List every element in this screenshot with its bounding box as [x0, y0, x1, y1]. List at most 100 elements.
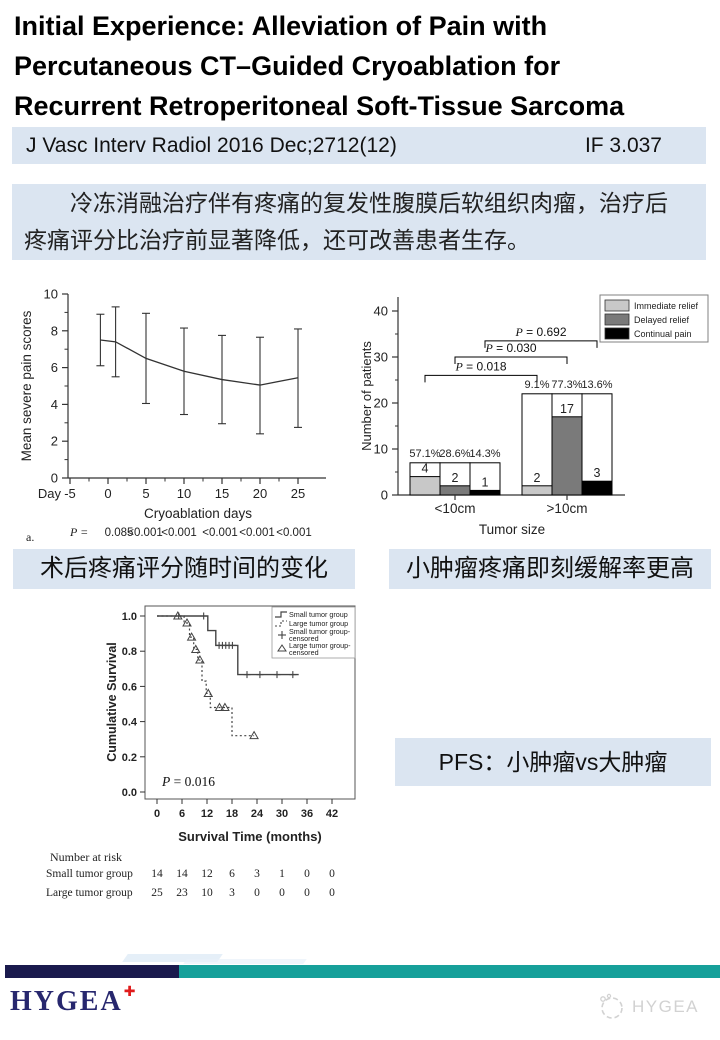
survival-km-chart: 0.00.20.40.60.81.00 6 12 18 24 30 36 42Cumulati…	[30, 596, 385, 911]
svg-text:0: 0	[329, 868, 335, 880]
title-line-2: Percutaneous CT–Guided Cryoablation for	[14, 51, 561, 81]
svg-text:<0.001: <0.001	[276, 527, 312, 539]
svg-text:Day: Day	[38, 486, 62, 501]
svg-text:0: 0	[381, 488, 388, 503]
journal-reference-bar: J Vasc Interv Radiol 2016 Dec;2712(12) I…	[12, 127, 706, 164]
abstract-line-1: 冷冻消融治疗伴有疼痛的复发性腹膜后软组织肉瘤，治疗后	[24, 190, 668, 216]
svg-text:Cryoablation days: Cryoablation days	[144, 506, 252, 521]
svg-text:0: 0	[104, 486, 111, 501]
svg-text:0: 0	[329, 887, 335, 899]
impact-factor: IF 3.037	[584, 133, 662, 157]
svg-text:30: 30	[276, 808, 288, 820]
svg-text:a.: a.	[26, 530, 34, 544]
svg-text:P = 0.018: P = 0.018	[454, 359, 506, 373]
svg-text:Large tumor group: Large tumor group	[46, 887, 133, 899]
svg-text:Cumulative Survival: Cumulative Survival	[105, 642, 119, 762]
hygea-logo-text: HYGEA	[10, 986, 123, 1017]
svg-text:14.3%: 14.3%	[469, 448, 500, 460]
svg-text:15: 15	[215, 486, 229, 501]
svg-text:9.1%: 9.1%	[524, 379, 549, 391]
svg-text:0.085: 0.085	[105, 527, 134, 539]
svg-text:Small tumor group: Small tumor group	[289, 610, 348, 619]
footer-teal-bar	[179, 965, 720, 978]
svg-text:28.6%: 28.6%	[439, 448, 470, 460]
svg-text:<0.001: <0.001	[161, 527, 197, 539]
svg-text:36: 36	[301, 808, 313, 820]
svg-text:4: 4	[422, 462, 429, 476]
svg-text:17: 17	[560, 402, 574, 416]
svg-text:P = 0.030: P = 0.030	[484, 341, 536, 355]
svg-text:4: 4	[51, 397, 58, 412]
svg-text:12: 12	[201, 808, 213, 820]
journal-citation: J Vasc Interv Radiol 2016 Dec;2712(12)	[26, 133, 397, 157]
caption-left: 术后疼痛评分随时间的变化	[13, 549, 355, 589]
svg-text:2: 2	[452, 471, 459, 485]
red-cross-icon: ✚	[123, 984, 136, 1000]
svg-text:23: 23	[176, 887, 188, 899]
svg-text:>10cm: >10cm	[547, 501, 588, 516]
watermark-logo-icon	[600, 993, 623, 1019]
svg-text:<0.001: <0.001	[202, 527, 238, 539]
svg-text:6: 6	[51, 360, 58, 375]
svg-text:<0.001: <0.001	[239, 527, 275, 539]
svg-text:0.2: 0.2	[122, 752, 137, 764]
caption-right: 小肿瘤疼痛即刻缓解率更高	[389, 549, 711, 589]
svg-text:10: 10	[374, 442, 388, 457]
svg-text:Delayed relief: Delayed relief	[634, 315, 690, 325]
svg-text:2: 2	[534, 471, 541, 485]
svg-text:10: 10	[177, 486, 191, 501]
svg-text:1: 1	[482, 475, 489, 489]
svg-text:P = 0.016: P = 0.016	[161, 774, 215, 789]
svg-text:20: 20	[253, 486, 267, 501]
svg-text:1.0: 1.0	[122, 611, 137, 623]
svg-text:Tumor size: Tumor size	[479, 522, 545, 537]
svg-text:10: 10	[201, 887, 213, 899]
svg-text:Mean severe pain scores: Mean severe pain scores	[19, 310, 34, 461]
svg-text:57.1%: 57.1%	[409, 448, 440, 460]
pain-relief-bar-chart: 0 10 20 30 40 4 57.1% 2 28.6% 1 14.3% <10cm 2 9.1% 17 7…	[355, 280, 715, 545]
svg-text:6: 6	[229, 868, 235, 880]
watermark-text: HYGEA	[632, 997, 700, 1016]
svg-text:0.4: 0.4	[122, 717, 138, 729]
svg-text:0: 0	[51, 471, 58, 486]
svg-text:10: 10	[44, 287, 58, 302]
svg-text:censored: censored	[289, 634, 319, 643]
svg-text:20: 20	[374, 396, 388, 411]
svg-text:12: 12	[201, 868, 213, 880]
hygea-logo: HYGEA✚	[10, 984, 135, 1018]
footer-navy-bar	[5, 965, 179, 978]
svg-text:18: 18	[226, 808, 238, 820]
svg-text:P = 0.692: P = 0.692	[514, 325, 566, 339]
svg-text:P =: P =	[69, 525, 88, 539]
svg-text:2: 2	[51, 434, 58, 449]
svg-text:Large tumor group-: Large tumor group-	[289, 641, 351, 650]
svg-text:1: 1	[279, 868, 285, 880]
svg-text:3: 3	[594, 466, 601, 480]
svg-text:77.3%: 77.3%	[551, 379, 582, 391]
svg-text:6: 6	[179, 808, 185, 820]
pain-score-line-chart: 0 2 4 6 8 10 -5 0 5 10 15 20 25 Day Mean severe pain s…	[18, 282, 358, 544]
svg-text:3: 3	[229, 887, 235, 899]
watermark: HYGEA	[596, 992, 699, 1022]
svg-text:0: 0	[304, 887, 310, 899]
title-line-1: Initial Experience: Alleviation of Pain …	[14, 11, 548, 41]
svg-text:0: 0	[254, 887, 260, 899]
svg-text:14: 14	[176, 868, 188, 880]
svg-text:0.0: 0.0	[122, 787, 137, 799]
abstract-line-2: 疼痛评分比治疗前显著降低，还可改善患者生存。	[24, 227, 530, 253]
svg-text:Large tumor group: Large tumor group	[289, 619, 348, 628]
svg-text:Small tumor group-: Small tumor group-	[289, 627, 351, 636]
svg-text:24: 24	[251, 808, 264, 820]
svg-text:Continual pain: Continual pain	[634, 329, 692, 339]
svg-text:42: 42	[326, 808, 338, 820]
svg-text:0.6: 0.6	[122, 681, 137, 693]
svg-text:25: 25	[291, 486, 305, 501]
svg-text:Small tumor group: Small tumor group	[46, 868, 133, 880]
svg-text:-5: -5	[64, 486, 76, 501]
svg-text:0: 0	[154, 808, 160, 820]
svg-text:Number of patients: Number of patients	[359, 341, 374, 451]
svg-text:Number at risk: Number at risk	[50, 850, 122, 864]
svg-text:13.6%: 13.6%	[581, 379, 612, 391]
svg-text:25: 25	[151, 887, 163, 899]
